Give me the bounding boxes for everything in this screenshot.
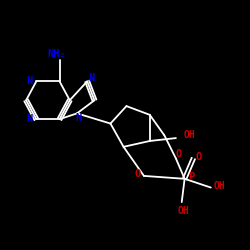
Text: OH: OH xyxy=(214,181,226,191)
Text: N: N xyxy=(88,74,94,84)
Text: N: N xyxy=(75,113,82,123)
Text: N: N xyxy=(27,114,33,124)
Text: OH: OH xyxy=(184,130,196,140)
Text: O: O xyxy=(176,149,182,159)
Text: O: O xyxy=(196,152,202,162)
Text: OH: OH xyxy=(177,206,189,216)
Text: N: N xyxy=(27,76,33,86)
Text: O: O xyxy=(135,170,141,179)
Text: P: P xyxy=(188,172,194,182)
Text: NH₂: NH₂ xyxy=(48,49,66,59)
